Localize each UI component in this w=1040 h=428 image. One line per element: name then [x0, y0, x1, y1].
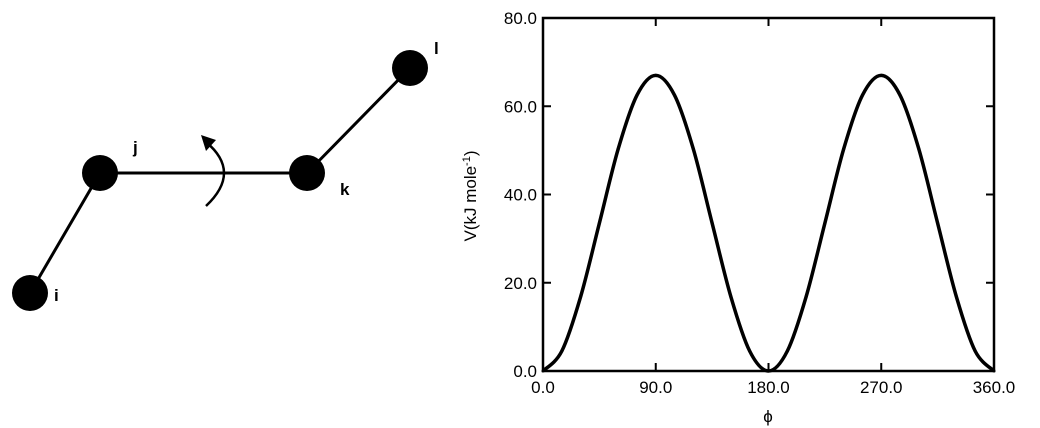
data-point-10 — [729, 295, 733, 299]
atom-label-i: i — [54, 286, 59, 305]
x-tick-label: 180.0 — [747, 378, 790, 397]
plot-frame — [541, 16, 996, 373]
y-tick-label: 20.0 — [504, 274, 537, 293]
potential-chart: 0.0 20.0 40.0 60.0 80.0 0.0 90.0 180.0 270.0 360… — [461, 9, 1015, 426]
tick-marks — [542, 17, 995, 372]
rotation-arrow-icon — [205, 141, 226, 207]
data-point-22 — [954, 295, 958, 299]
data-point-20 — [917, 147, 921, 151]
atom-label-j: j — [132, 138, 138, 157]
x-axis-title: ϕ — [763, 407, 773, 426]
dihedral-diagram: i j k l — [12, 39, 439, 311]
data-point-5 — [635, 93, 639, 97]
data-point-3 — [597, 221, 601, 225]
data-point-8 — [691, 147, 695, 151]
y-axis-title: V(kJ mole-1) — [461, 150, 480, 241]
atom-i — [12, 275, 48, 311]
series-line — [541, 73, 996, 373]
rotation-arrowhead-icon — [201, 135, 216, 151]
y-tick-label: 40.0 — [504, 186, 537, 205]
y-axis-title-superscript: -1 — [461, 156, 473, 166]
x-tick-label: 90.0 — [639, 378, 672, 397]
data-point-4 — [616, 147, 620, 151]
atom-label-l: l — [434, 39, 439, 58]
y-tick-label: 60.0 — [504, 97, 537, 116]
data-point-0 — [541, 369, 545, 373]
data-point-18 — [879, 73, 883, 77]
x-tick-label: 270.0 — [860, 378, 903, 397]
atom-label-k: k — [340, 180, 350, 199]
data-point-23 — [973, 349, 977, 353]
bond-k-l — [305, 66, 412, 175]
y-axis-title-suffix: ) — [461, 150, 480, 156]
data-point-1 — [560, 349, 564, 353]
data-point-7 — [673, 93, 677, 97]
data-point-21 — [936, 221, 940, 225]
data-point-14 — [804, 295, 808, 299]
data-point-13 — [785, 349, 789, 353]
data-point-19 — [898, 93, 902, 97]
data-point-2 — [579, 295, 583, 299]
y-axis-title-main: V(kJ mole — [461, 166, 480, 242]
data-point-9 — [710, 221, 714, 225]
y-tick-label: 80.0 — [504, 9, 537, 28]
data-point-11 — [748, 349, 752, 353]
data-point-24 — [992, 369, 996, 373]
data-point-6 — [654, 73, 658, 77]
y-tick-labels: 0.0 20.0 40.0 60.0 80.0 — [504, 9, 537, 381]
data-point-15 — [823, 221, 827, 225]
data-point-12 — [767, 369, 770, 373]
x-tick-label: 360.0 — [973, 378, 1016, 397]
data-point-17 — [860, 93, 864, 97]
x-tick-label: 0.0 — [531, 378, 555, 397]
data-point-16 — [842, 147, 846, 151]
atom-k — [289, 155, 325, 191]
y-tick-label: 0.0 — [513, 362, 537, 381]
atom-j — [82, 155, 118, 191]
bond-i-j — [28, 172, 102, 294]
atom-l — [392, 50, 428, 86]
x-tick-labels: 0.0 90.0 180.0 270.0 360.0 — [531, 378, 1015, 397]
data-points — [541, 73, 996, 373]
